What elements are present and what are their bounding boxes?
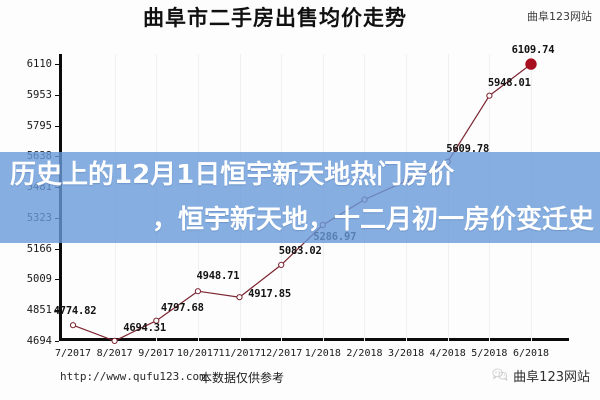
y-axis-tick-label: 4694: [26, 335, 52, 347]
data-point-label: 4774.82: [53, 305, 97, 318]
y-axis-tick-label: 5953: [26, 88, 52, 101]
price-polyline: [72, 63, 532, 342]
data-point-label: 4917.85: [248, 288, 291, 301]
data-point-marker[interactable]: [69, 322, 77, 329]
data-point-label: 4948.71: [196, 270, 240, 283]
x-axis-tick-label: 5/2018: [471, 348, 508, 359]
y-axis-tick-mark: [55, 279, 59, 281]
x-axis-tick-label: 11/2017: [218, 348, 261, 359]
y-axis-tick-mark: [55, 341, 59, 342]
x-axis-tick-label: 8/2017: [96, 348, 133, 359]
x-axis-tick-label: 3/2018: [388, 348, 425, 359]
footer-brand-label: 曲阜123网站: [513, 370, 590, 385]
x-axis-tick-label: 6/2018: [512, 348, 550, 359]
data-point-label: 4694.31: [123, 321, 167, 334]
data-point-marker[interactable]: [486, 92, 493, 99]
data-point-label: 6109.74: [511, 44, 555, 57]
x-axis-tick-label: 2/2018: [346, 348, 383, 359]
x-axis-tick-label: 10/2017: [176, 348, 219, 359]
overlay-line-1: 历史上的12月1日恒宇新天地热门房价: [10, 159, 455, 190]
x-axis-line: [59, 338, 569, 341]
data-point-label: 4797.68: [160, 301, 204, 314]
wechat-icon-glyph: [492, 368, 508, 382]
data-point-label: 5609.78: [446, 142, 490, 155]
data-point-label: 5083.02: [278, 244, 322, 257]
y-axis-tick-mark: [55, 125, 59, 127]
y-axis-tick-mark: [55, 64, 59, 65]
data-point-label: 5948.01: [487, 76, 531, 89]
x-axis-tick-label: 7/2017: [54, 348, 92, 359]
data-point-marker[interactable]: [111, 337, 118, 344]
data-point-marker[interactable]: [525, 58, 537, 70]
x-axis-tick-label: 4/2018: [429, 348, 466, 359]
data-point-marker[interactable]: [194, 288, 201, 295]
data-point-marker[interactable]: [153, 317, 160, 324]
data-point-marker[interactable]: [236, 294, 243, 301]
page-title: 曲阜市二手房出售均价走势: [143, 6, 407, 30]
y-axis-tick-mark: [55, 248, 59, 250]
y-axis-tick-label: 6110: [26, 58, 52, 70]
wechat-icon: [492, 366, 508, 385]
overlay-line-2: ，恒宇新天地，十二月初一房价变迁史: [151, 204, 594, 235]
footer-note: 本数据仅供参考: [200, 371, 285, 385]
y-axis-tick-mark: [55, 94, 59, 96]
x-axis-tick-label: 9/2017: [138, 348, 175, 359]
y-axis-tick-mark: [55, 310, 59, 312]
x-axis-tick-label: 12/2017: [260, 348, 303, 359]
y-axis-tick-label: 4851: [26, 304, 52, 317]
y-axis-tick-label: 5009: [26, 273, 52, 286]
x-axis-tick-label: 1/2018: [304, 348, 341, 359]
footer-url[interactable]: http://www.qufu123.com: [60, 370, 206, 383]
y-axis-tick-label: 5795: [26, 119, 52, 132]
data-point-marker[interactable]: [278, 261, 285, 268]
footer-brand: 曲阜123网站: [492, 366, 590, 385]
article-title-overlay: 历史上的12月1日恒宇新天地热门房价 ，恒宇新天地，十二月初一房价变迁史: [0, 152, 600, 243]
y-axis-tick-label: 5166: [26, 242, 52, 255]
brand-watermark-top: 曲阜123网站: [527, 10, 592, 23]
